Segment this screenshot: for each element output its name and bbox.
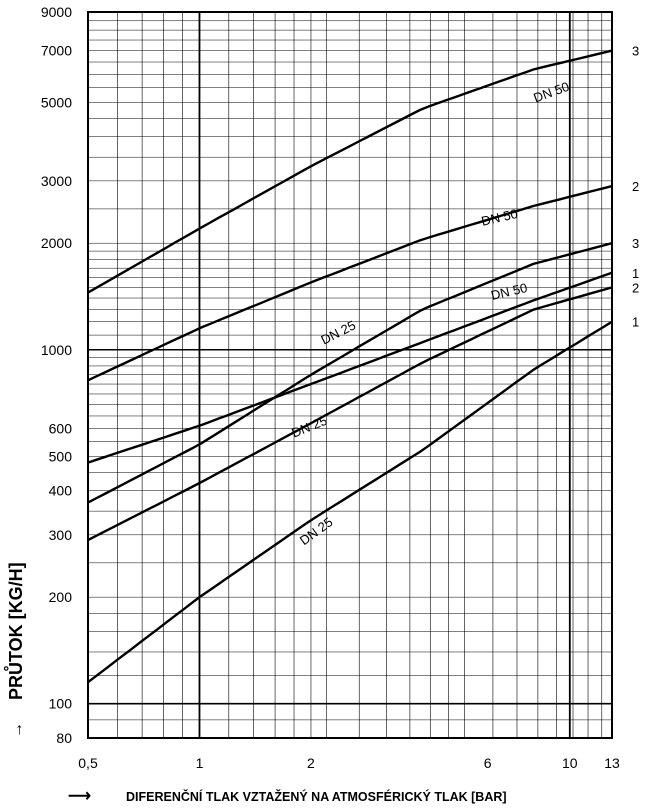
grid xyxy=(87,11,613,739)
y-tick-label: 600 xyxy=(49,420,73,436)
series-end-label-6: 1 xyxy=(632,315,639,330)
y-axis-title: PRŮTOK [KG/H] xyxy=(4,562,26,700)
y-tick-label: 2000 xyxy=(41,235,72,251)
series-end-label-2: 2 xyxy=(632,179,639,194)
series-end-label-3: 1 xyxy=(632,266,639,281)
series-end-label-4: 3 xyxy=(632,236,639,251)
x-tick-label: 13 xyxy=(604,755,620,771)
plot-frame xyxy=(87,11,613,739)
y-tick-label: 400 xyxy=(49,483,73,499)
x-axis-title: DIFERENČNÍ TLAK VZTAŽENÝ NA ATMOSFÉRICKÝ… xyxy=(126,789,507,804)
y-tick-label: 5000 xyxy=(41,94,72,110)
series-line-5 xyxy=(87,286,613,542)
y-tick-label: 7000 xyxy=(41,43,72,59)
series-line-6 xyxy=(87,320,613,684)
series-line-3 xyxy=(87,271,613,464)
curve-label-6: DN 25 xyxy=(297,514,336,548)
y-tick-label: 9000 xyxy=(41,4,72,20)
x-tick-label: 6 xyxy=(484,755,492,771)
y-tick-label: 300 xyxy=(49,527,73,543)
y-axis-arrow: → xyxy=(9,722,26,738)
x-tick-label: 1 xyxy=(196,755,204,771)
curve-label-1: DN 50 xyxy=(531,79,571,106)
y-tick-label: 100 xyxy=(49,696,73,712)
series-end-label-5: 2 xyxy=(632,280,639,295)
y-tick-label: 3000 xyxy=(41,173,72,189)
curve-label-3: DN 50 xyxy=(489,280,528,303)
curve-label-5: DN 25 xyxy=(289,413,329,441)
axis-titles: PRŮTOK [KG/H] → ⟶ DIFERENČNÍ TLAK VZTAŽE… xyxy=(4,562,507,805)
series-line-4 xyxy=(87,242,613,504)
y-tick-label: 80 xyxy=(56,730,72,746)
series-line-2 xyxy=(87,184,613,382)
y-tick-label: 200 xyxy=(49,589,73,605)
series-line-1 xyxy=(87,49,613,294)
tick-labels: 80 100 200 300 400 500 600 1000 2000 3000 5000 7000… xyxy=(41,4,620,771)
series-end-label-1: 3 xyxy=(632,44,639,59)
y-tick-label: 500 xyxy=(49,448,73,464)
x-tick-label: 2 xyxy=(307,755,315,771)
x-axis-arrow: ⟶ xyxy=(68,788,91,805)
y-tick-label: 1000 xyxy=(41,342,72,358)
curve-label-2: DN 50 xyxy=(480,206,519,229)
x-tick-label: 0,5 xyxy=(78,755,98,771)
x-tick-label: 10 xyxy=(562,755,578,771)
